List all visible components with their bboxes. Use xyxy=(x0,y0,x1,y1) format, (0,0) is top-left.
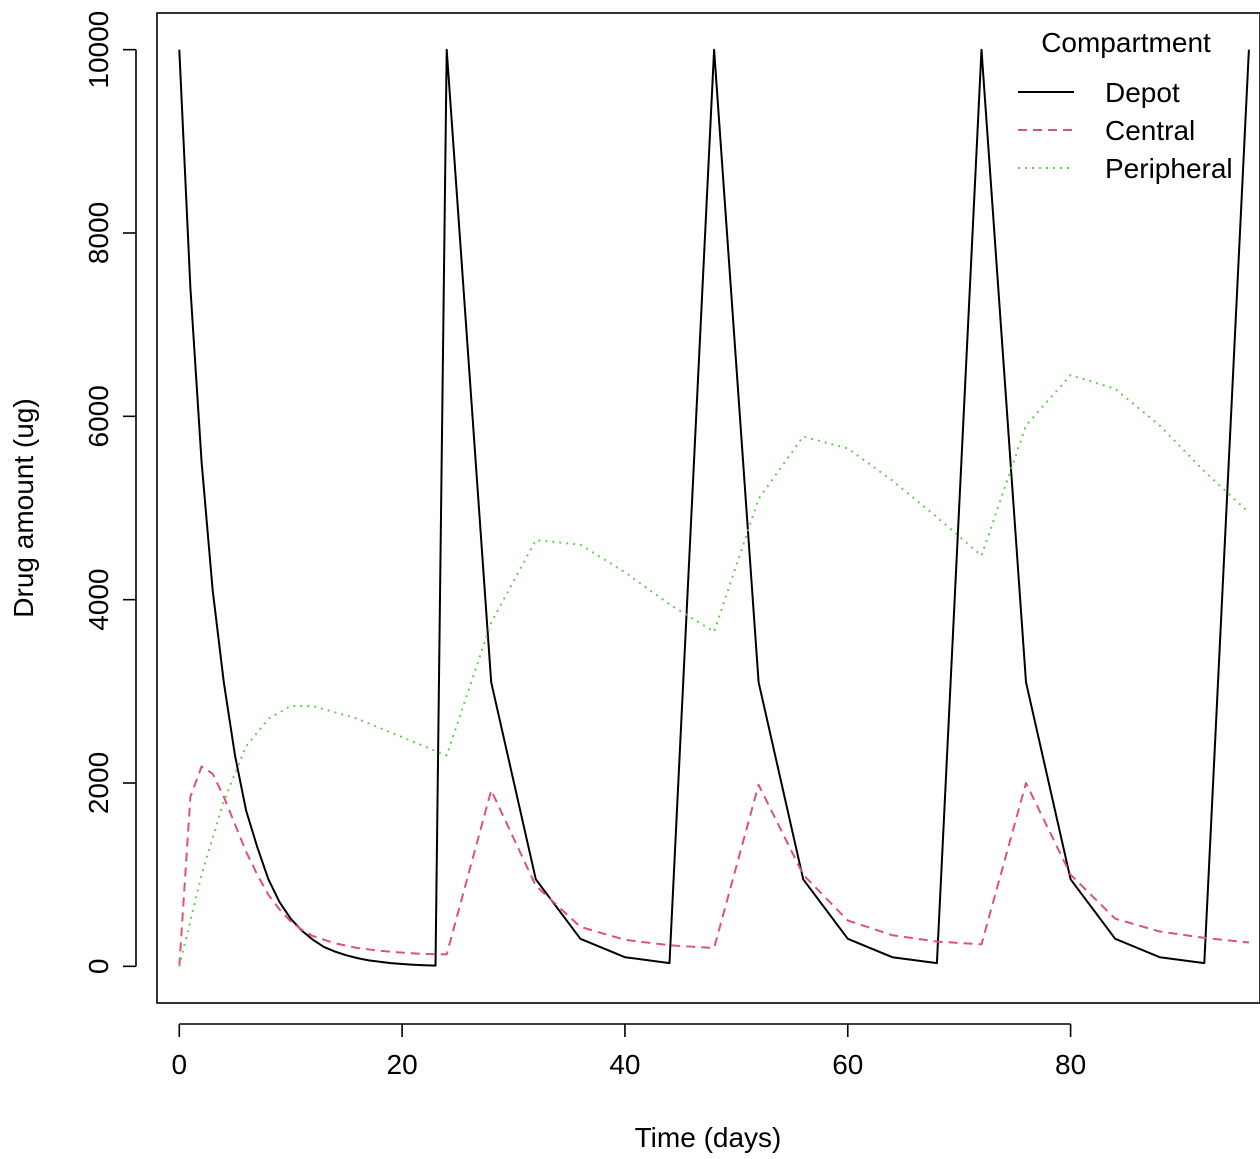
plot-area xyxy=(178,48,1250,967)
legend-title: Compartment xyxy=(1041,27,1211,58)
y-tick-label: 0 xyxy=(83,959,114,975)
legend-item-peripheral: Peripheral xyxy=(1018,153,1233,184)
x-tick-label: 60 xyxy=(832,1049,863,1080)
legend-items: Depot Central Peripheral xyxy=(1018,77,1233,184)
y-tick-label: 8000 xyxy=(83,202,114,264)
series-line-peripheral xyxy=(178,374,1250,967)
x-axis: 0 20 40 60 80 xyxy=(171,1023,1086,1080)
plot-frame xyxy=(156,12,1260,1004)
y-axis: 0 2000 4000 6000 8000 10000 xyxy=(83,11,137,975)
legend-label: Central xyxy=(1105,115,1195,146)
legend-label: Depot xyxy=(1105,77,1180,108)
x-tick-label: 20 xyxy=(387,1049,418,1080)
y-tick-label: 2000 xyxy=(83,752,114,814)
x-tick-label: 0 xyxy=(171,1049,187,1080)
legend-label: Peripheral xyxy=(1105,153,1233,184)
series-line-central xyxy=(178,765,1250,967)
x-tick-label: 40 xyxy=(609,1049,640,1080)
legend-item-central: Central xyxy=(1018,115,1195,146)
y-tick-label: 6000 xyxy=(83,385,114,447)
legend: Compartment Depot Central Peripheral xyxy=(1018,27,1233,184)
x-axis-title: Time (days) xyxy=(635,1122,782,1153)
series-line-depot xyxy=(178,48,1250,967)
y-tick-label: 4000 xyxy=(83,569,114,631)
x-tick-label: 80 xyxy=(1055,1049,1086,1080)
y-tick-label: 10000 xyxy=(83,11,114,89)
legend-item-depot: Depot xyxy=(1018,77,1180,108)
y-axis-title: Drug amount (ug) xyxy=(8,398,39,617)
